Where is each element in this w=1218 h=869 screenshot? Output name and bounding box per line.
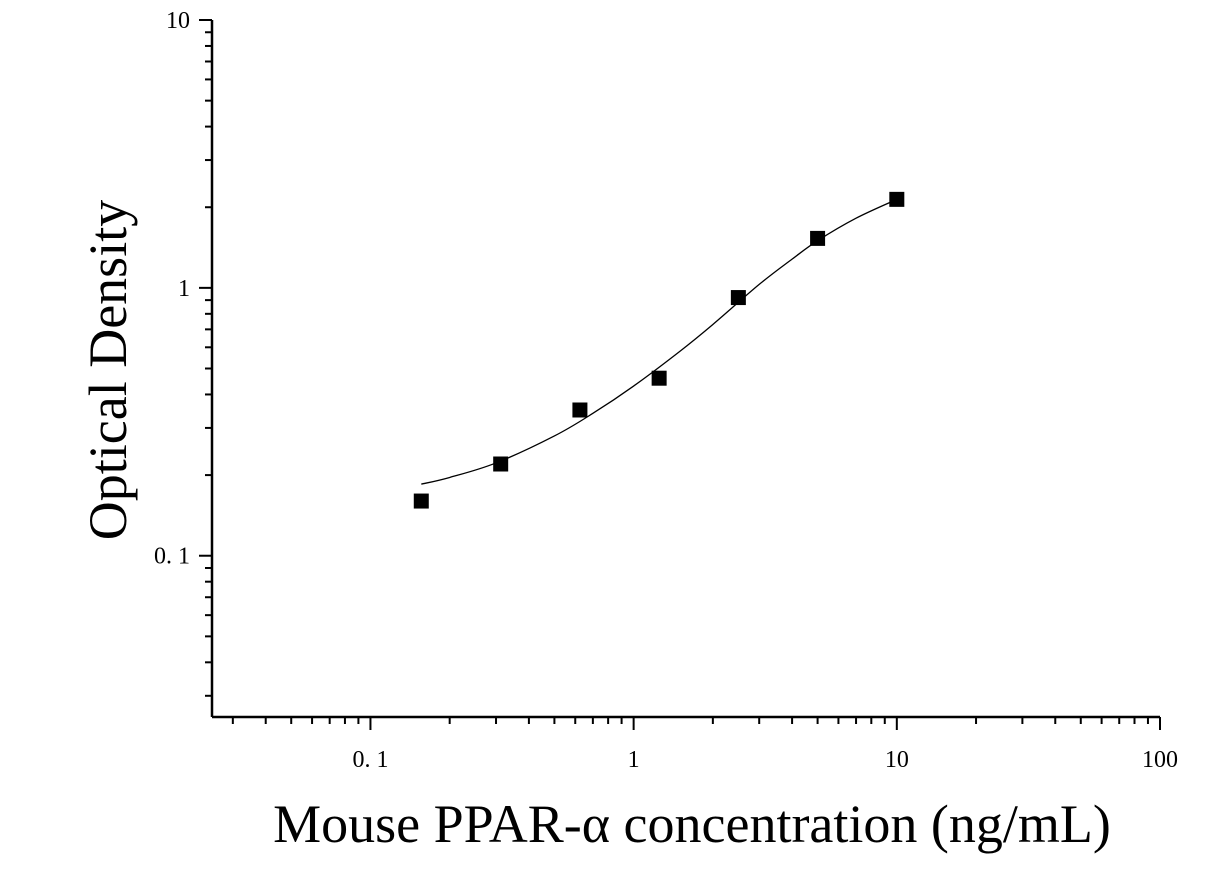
y-tick-label: 10: [166, 8, 190, 34]
x-axis-title: Mouse PPAR-α concentration (ng/mL): [273, 794, 1111, 854]
data-point-marker: [810, 230, 826, 246]
data-point-marker: [572, 402, 588, 418]
x-tick-label: 10: [885, 747, 909, 773]
fit-curve-line: [421, 198, 898, 485]
x-tick-label: 100: [1142, 747, 1178, 773]
data-point-marker: [493, 456, 509, 472]
y-tick-label: 1: [178, 276, 190, 302]
axes: 0. 1 1 10 100 0. 1 1 10: [154, 8, 1178, 773]
fit-curve-group: [421, 198, 898, 485]
data-point-marker: [651, 370, 667, 386]
data-point-marker: [889, 191, 905, 207]
data-points: [413, 191, 905, 509]
x-tick-label: 0. 1: [352, 747, 388, 773]
data-point-marker: [730, 290, 746, 306]
data-point-marker: [413, 493, 429, 509]
y-tick-label: 0. 1: [154, 544, 190, 570]
y-axis-title: Optical Density: [78, 200, 138, 540]
x-tick-label: 1: [628, 747, 640, 773]
